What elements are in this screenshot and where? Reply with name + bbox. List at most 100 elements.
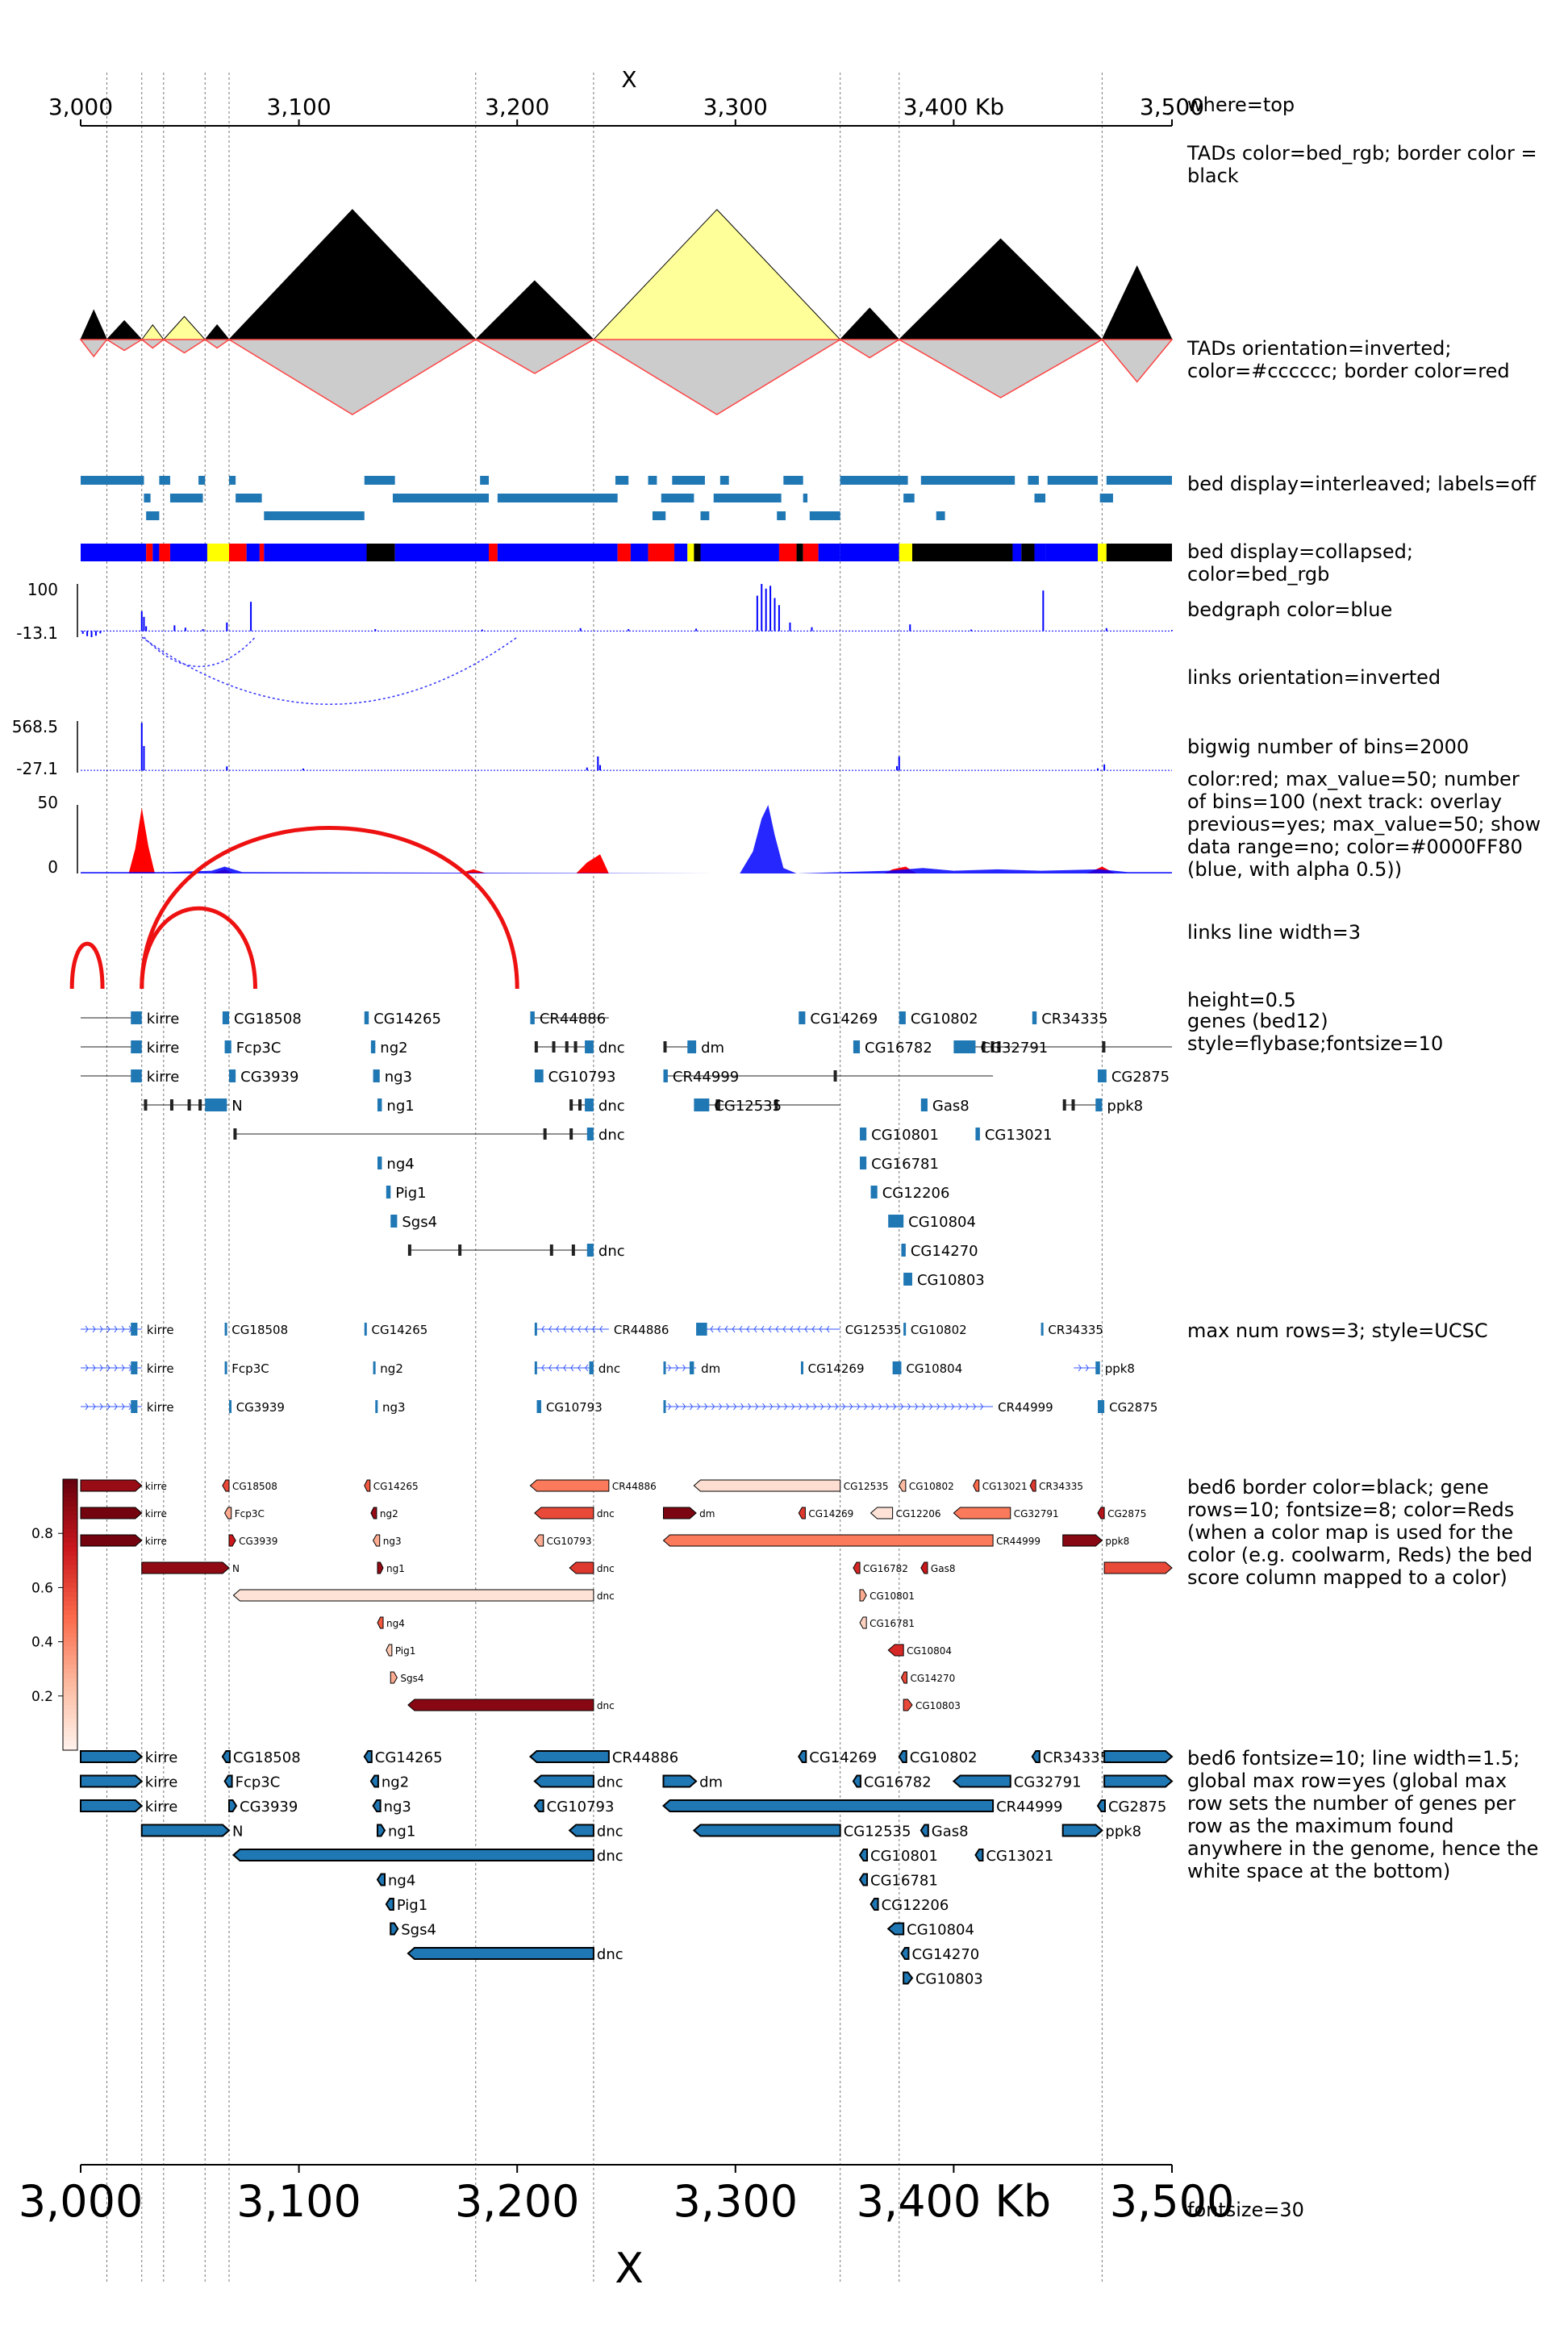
ucsc-strand-chevron bbox=[578, 1325, 582, 1333]
bed6-reds-label: N bbox=[232, 1563, 240, 1574]
tad-triangle bbox=[1101, 265, 1173, 340]
flybase-gene-exon bbox=[187, 1099, 191, 1111]
colorbar-segment bbox=[63, 1506, 77, 1512]
colorbar-segment bbox=[63, 1673, 77, 1679]
flybase-gene-exon bbox=[585, 1098, 594, 1111]
bed-collapsed-feature bbox=[687, 544, 694, 561]
ucsc-strand-chevron bbox=[106, 1325, 111, 1333]
bed-interleaved-feature bbox=[903, 494, 915, 502]
ucsc-strand-chevron bbox=[799, 1403, 803, 1411]
colorbar-segment bbox=[63, 1646, 77, 1652]
ucsc-strand-chevron bbox=[556, 1364, 560, 1372]
link-arc-inverted bbox=[141, 636, 518, 705]
tad-triangle bbox=[80, 309, 108, 340]
bed6-reds-feature bbox=[662, 1534, 994, 1547]
colorbar-segment bbox=[63, 1492, 77, 1499]
flybase-gene-exon bbox=[687, 1040, 697, 1053]
ucsc-strand-chevron bbox=[907, 1403, 911, 1411]
vertical-guide-lines bbox=[106, 73, 1103, 2282]
tad-triangle bbox=[227, 209, 477, 340]
flybase-gene-exon bbox=[407, 1244, 411, 1256]
ucsc-strand-chevron bbox=[719, 1403, 723, 1411]
bed6-reds-label: Fcp3C bbox=[235, 1508, 265, 1520]
bed-collapsed-feature bbox=[81, 544, 147, 561]
bed6-global-label: CG10802 bbox=[910, 1749, 978, 1766]
bed6-global-label: dnc bbox=[597, 1848, 623, 1865]
bed-interleaved-feature bbox=[809, 511, 840, 520]
ucsc-strand-chevron bbox=[826, 1325, 830, 1333]
colorbar-segment bbox=[63, 1669, 77, 1674]
tad-inverted-triangle bbox=[140, 339, 166, 349]
ucsc-gene-exon bbox=[1040, 1323, 1044, 1336]
bed6-global-feature bbox=[231, 1849, 594, 1861]
genes-ucsc-track: kirre kirre kirre CG18508 Fcp3C CG3939 CG14265… bbox=[81, 1323, 1157, 1415]
bed6-reds-feature bbox=[232, 1589, 594, 1602]
ucsc-strand-chevron bbox=[548, 1364, 553, 1372]
bed6-reds-label: ng1 bbox=[386, 1563, 405, 1574]
bed-interleaved-feature bbox=[713, 494, 782, 502]
label-where-top: where=top bbox=[1187, 94, 1295, 116]
flybase-gene-label: kirre bbox=[147, 1069, 180, 1086]
ucsc-strand-chevron bbox=[733, 1403, 737, 1411]
ucsc-strand-chevron bbox=[944, 1403, 948, 1411]
axis-bottom-tick-label: 3,200 bbox=[455, 2176, 580, 2227]
bed6-reds-feature bbox=[798, 1507, 806, 1520]
bed6-global-feature bbox=[952, 1774, 1011, 1788]
flybase-gene-exon bbox=[370, 1040, 376, 1053]
bed-collapsed-feature bbox=[840, 544, 899, 561]
ucsc-strand-chevron bbox=[762, 1403, 766, 1411]
ucsc-strand-chevron bbox=[92, 1325, 96, 1333]
bed6-global-feature bbox=[228, 1799, 238, 1812]
ucsc-gene-label: CG14269 bbox=[808, 1361, 865, 1376]
colorbar-segment bbox=[63, 1479, 77, 1485]
bed-collapsed-feature bbox=[796, 544, 803, 561]
colorbar-segment bbox=[63, 1488, 77, 1494]
bed-collapsed-feature bbox=[648, 544, 675, 561]
bed6-global-label: CG2875 bbox=[1108, 1799, 1166, 1815]
flybase-gene-label: dm bbox=[701, 1040, 724, 1057]
bed6-reds-label: CG10804 bbox=[907, 1645, 952, 1657]
bed6-global-label: dm bbox=[699, 1774, 723, 1791]
bed6-global-feature bbox=[920, 1824, 929, 1837]
bed6-reds-label: kirre bbox=[145, 1481, 167, 1492]
bed6-reds-feature bbox=[853, 1561, 861, 1574]
flybase-gene-label: dnc bbox=[598, 1127, 625, 1144]
ucsc-strand-chevron bbox=[592, 1325, 596, 1333]
ucsc-gene-exon bbox=[903, 1323, 907, 1336]
flybase-gene-exon bbox=[377, 1157, 382, 1169]
ucsc-strand-chevron bbox=[585, 1325, 589, 1333]
bed-interleaved-feature bbox=[229, 476, 236, 485]
ucsc-strand-chevron bbox=[92, 1364, 96, 1372]
ucsc-gene-label: ng2 bbox=[380, 1361, 403, 1376]
bed6-reds-feature bbox=[534, 1534, 544, 1547]
flybase-gene-exon bbox=[586, 1244, 594, 1257]
bed-collapsed-feature bbox=[206, 544, 230, 561]
label-overlay: color:red; max_value=50; number of bins=… bbox=[1187, 768, 1547, 881]
flybase-gene-exon bbox=[860, 1157, 867, 1169]
bed6-global-label: ng3 bbox=[384, 1799, 411, 1815]
label-bed-interleaved: bed display=interleaved; labels=off bbox=[1187, 473, 1537, 495]
overlay-track: 50 0 bbox=[38, 793, 1172, 877]
bed6-reds-label: ppk8 bbox=[1105, 1536, 1129, 1547]
bed-interleaved-feature bbox=[497, 494, 618, 502]
flybase-gene-exon bbox=[1071, 1099, 1075, 1111]
ucsc-strand-chevron bbox=[775, 1325, 779, 1333]
flybase-gene-label: CG18508 bbox=[234, 1011, 302, 1028]
flybase-gene-label: CG14265 bbox=[373, 1011, 441, 1028]
colorbar-segment bbox=[63, 1528, 77, 1535]
bed6-global-label: CG10793 bbox=[547, 1799, 615, 1815]
ucsc-gene-label: CG14265 bbox=[371, 1323, 427, 1337]
bed6-global-feature bbox=[1103, 1774, 1174, 1788]
flybase-gene-exon bbox=[903, 1273, 912, 1286]
bed6-reds-label: CG2875 bbox=[1107, 1508, 1146, 1520]
bed6-global-feature bbox=[798, 1750, 807, 1763]
ucsc-gene-exon bbox=[375, 1400, 378, 1413]
bed6-global-label: Pig1 bbox=[397, 1897, 427, 1914]
ucsc-strand-chevron bbox=[746, 1325, 750, 1333]
bed6-global-feature bbox=[80, 1799, 144, 1812]
axis-top-tick-label: 3,200 bbox=[485, 94, 549, 120]
bed-interleaved-feature bbox=[480, 476, 490, 485]
ucsc-strand-chevron bbox=[99, 1325, 103, 1333]
ucsc-gene-exon bbox=[131, 1323, 138, 1336]
bed6-global-feature bbox=[568, 1824, 594, 1837]
